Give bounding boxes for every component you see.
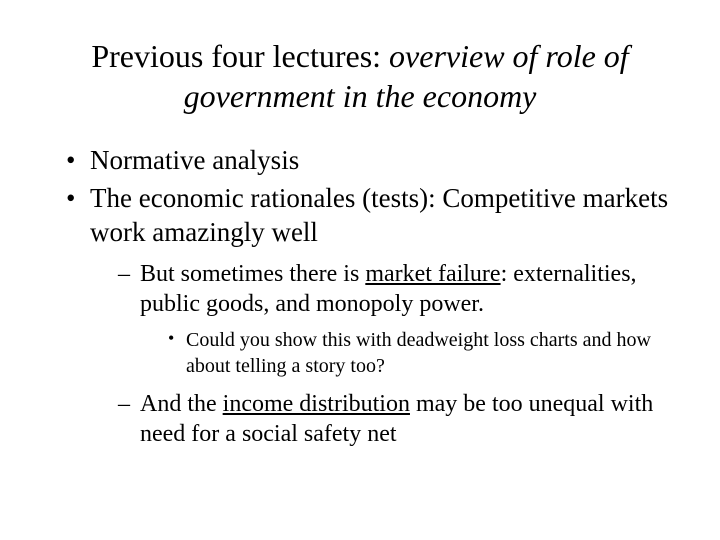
- list-item: The economic rationales (tests): Competi…: [70, 182, 676, 450]
- bullet-text: The economic rationales (tests): Competi…: [90, 183, 668, 247]
- underlined-term-income-distribution: income distribution: [223, 391, 410, 417]
- list-item: Normative analysis: [70, 144, 676, 178]
- bullet-text-pre: And the: [140, 391, 223, 417]
- bullet-list-level1: Normative analysis The economic rational…: [44, 144, 676, 449]
- list-item: But sometimes there is market failure: e…: [120, 259, 676, 379]
- title-plain: Previous four lectures:: [91, 38, 389, 74]
- underlined-term-market-failure: market failure: [365, 261, 500, 287]
- bullet-list-level3: Could you show this with deadweight loss…: [140, 327, 676, 379]
- bullet-text-pre: But sometimes there is: [140, 261, 365, 287]
- slide-title: Previous four lectures: overview of role…: [44, 36, 676, 116]
- slide: Previous four lectures: overview of role…: [0, 0, 720, 540]
- list-item: Could you show this with deadweight loss…: [170, 327, 676, 379]
- bullet-text: Could you show this with deadweight loss…: [186, 329, 651, 377]
- bullet-text: Normative analysis: [90, 145, 299, 175]
- list-item: And the income distribution may be too u…: [120, 389, 676, 449]
- bullet-list-level2: But sometimes there is market failure: e…: [90, 259, 676, 449]
